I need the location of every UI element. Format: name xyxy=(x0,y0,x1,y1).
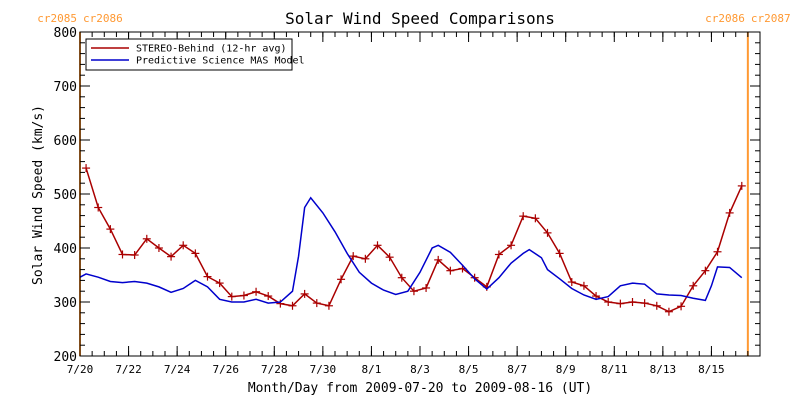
y-tick-label: 200 xyxy=(54,350,77,365)
data-point xyxy=(167,252,176,261)
data-point xyxy=(191,249,200,258)
data-point xyxy=(677,302,686,311)
x-tick-label: 8/7 xyxy=(507,363,527,376)
rotation-label-before: cr2085 xyxy=(37,12,77,25)
y-tick-label: 600 xyxy=(54,134,77,149)
data-point xyxy=(507,241,516,250)
data-point xyxy=(555,249,564,258)
data-point xyxy=(422,283,431,292)
rotation-label-after: cr2087 xyxy=(751,12,791,25)
data-point xyxy=(385,253,394,262)
data-point xyxy=(276,299,285,308)
rotation-label-after: cr2086 xyxy=(83,12,123,25)
data-point xyxy=(288,301,297,310)
data-point xyxy=(203,272,212,281)
axes-layer: 200 300 400 500 600 700 800 7/20 7/22 7/24 7/26 7/2… xyxy=(54,26,761,376)
x-tick-label: 8/9 xyxy=(556,363,576,376)
data-point xyxy=(713,247,722,256)
x-tick-label: 7/30 xyxy=(310,363,337,376)
x-tick-label: 8/5 xyxy=(459,363,479,376)
data-point xyxy=(215,279,224,288)
data-point xyxy=(106,225,115,234)
data-point xyxy=(118,250,127,259)
y-tick-label: 300 xyxy=(54,296,77,311)
series-line-2 xyxy=(79,196,743,304)
rotation-label-before: cr2086 xyxy=(705,12,745,25)
y-tick-label: 400 xyxy=(54,242,77,257)
data-point xyxy=(337,275,346,284)
x-tick-label: 7/24 xyxy=(164,363,191,376)
data-point xyxy=(82,164,91,173)
data-point xyxy=(725,208,734,217)
data-point xyxy=(397,273,406,282)
y-axis-label: Solar Wind Speed (km/s) xyxy=(31,105,46,285)
data-point xyxy=(701,266,710,275)
data-point xyxy=(543,228,552,237)
data-point xyxy=(264,292,273,301)
data-point xyxy=(531,214,540,223)
x-axis-label: Month/Day from 2009-07-20 to 2009-08-16 … xyxy=(248,381,592,396)
data-point xyxy=(434,255,443,264)
x-tick-label: 7/26 xyxy=(212,363,239,376)
data-point xyxy=(142,234,151,243)
data-point xyxy=(179,241,188,250)
x-tick-label: 7/28 xyxy=(261,363,288,376)
x-tick-label: 7/20 xyxy=(67,363,94,376)
data-point xyxy=(409,287,418,296)
data-point xyxy=(689,281,698,290)
data-point xyxy=(494,250,503,259)
data-point xyxy=(579,281,588,290)
plot-frame xyxy=(79,31,761,357)
y-tick-label: 700 xyxy=(54,80,77,95)
data-point xyxy=(446,266,455,275)
legend-entry: Predictive Science MAS Model xyxy=(136,56,305,67)
data-point xyxy=(652,301,661,310)
series-layer xyxy=(79,164,746,316)
data-point xyxy=(604,298,613,306)
data-point xyxy=(567,278,576,287)
data-point xyxy=(361,254,370,263)
data-point xyxy=(616,299,625,308)
data-point xyxy=(737,181,746,190)
data-point xyxy=(239,291,248,300)
legend-entry: STEREO-Behind (12-hr avg) xyxy=(136,44,287,55)
x-tick-label: 7/22 xyxy=(115,363,142,376)
x-tick-label: 8/15 xyxy=(698,363,725,376)
data-point xyxy=(300,289,309,298)
data-point xyxy=(664,307,673,316)
chart-title: Solar Wind Speed Comparisons xyxy=(285,9,555,28)
data-point xyxy=(519,212,528,221)
data-point xyxy=(154,244,163,252)
legend-box xyxy=(85,38,293,71)
data-point xyxy=(324,301,333,310)
data-point xyxy=(130,251,139,260)
data-point xyxy=(640,299,649,308)
y-tick-label: 800 xyxy=(54,26,77,41)
data-point xyxy=(628,298,637,306)
data-point xyxy=(227,292,236,301)
data-point xyxy=(312,299,321,308)
data-point xyxy=(349,252,358,261)
legend: STEREO-Behind (12-hr avg)Predictive Scie… xyxy=(85,38,305,71)
data-point xyxy=(252,287,261,296)
x-tick-label: 8/3 xyxy=(410,363,430,376)
x-tick-label: 8/11 xyxy=(601,363,628,376)
x-tick-label: 8/13 xyxy=(650,363,677,376)
data-point xyxy=(373,241,382,250)
x-tick-label: 8/1 xyxy=(361,363,381,376)
data-point xyxy=(94,203,103,212)
y-tick-label: 500 xyxy=(54,188,77,203)
